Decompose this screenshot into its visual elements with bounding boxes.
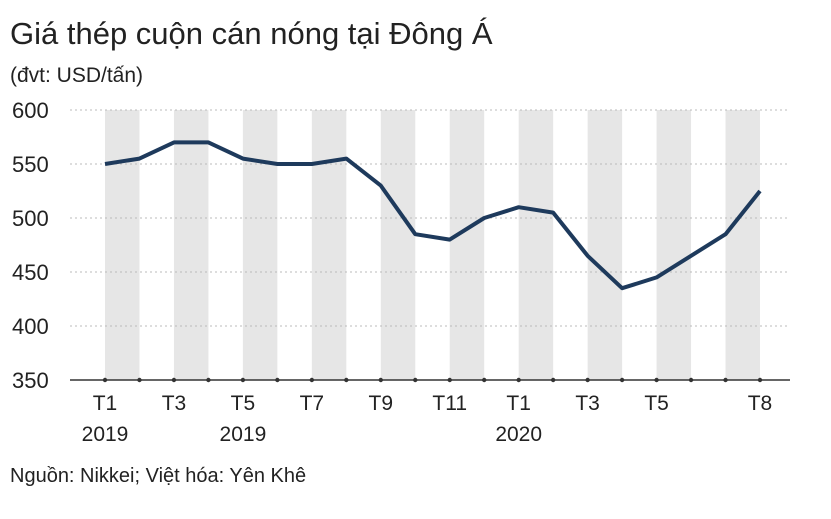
x-tick-label: T1 [93,392,118,415]
x-tick [447,377,452,383]
x-tick-label: 2020 [495,423,542,446]
chart-subtitle: (đvt: USD/tấn) [10,64,143,87]
x-tick-label: T9 [369,392,394,415]
x-tick-label: T8 [748,392,773,415]
x-tick [516,377,521,383]
x-tick [378,377,383,383]
y-tick-label: 350 [12,368,49,393]
band [587,110,623,380]
x-tick [757,377,763,383]
x-tick-label: T3 [575,392,600,415]
band [656,110,692,380]
x-tick-label: T5 [231,392,256,415]
band [380,110,416,380]
band [449,110,485,380]
band [105,110,140,380]
x-tick-label: 2019 [220,423,267,446]
band [242,110,278,380]
y-tick-label: 500 [12,206,49,231]
x-tick [275,377,280,383]
band [173,110,209,380]
x-tick-label: T1 [506,392,531,415]
x-tick [482,377,487,383]
x-tick [102,377,108,383]
x-tick [309,377,315,383]
y-tick-label: 550 [12,152,49,177]
y-tick-label: 450 [12,260,49,285]
x-tick-label: T5 [644,392,669,415]
x-tick [585,377,590,383]
x-tick-label: T3 [162,392,187,415]
x-tick-label: T11 [432,392,467,415]
y-tick-label: 600 [12,98,49,123]
band [311,110,347,380]
y-tick-label: 400 [12,314,49,339]
x-tick [413,377,418,383]
line [104,140,762,291]
x-tick-label: 2019 [82,423,129,446]
x-tick [206,377,211,383]
x-tick [240,377,246,383]
x-tick [550,377,556,383]
x-tick [344,377,349,383]
x-tick [171,377,177,383]
x-tick-label: T7 [300,392,325,415]
x-tick [688,377,694,383]
x-tick [619,377,625,383]
x-tick [137,377,142,383]
band [518,110,554,380]
chart-title: Giá thép cuộn cán nóng tại Đông Á [10,16,493,51]
source: Nguồn: Nikkei; Việt hóa: Yên Khê [10,465,306,487]
x-tick [723,377,728,383]
band [725,110,760,380]
x-tick [654,377,659,383]
